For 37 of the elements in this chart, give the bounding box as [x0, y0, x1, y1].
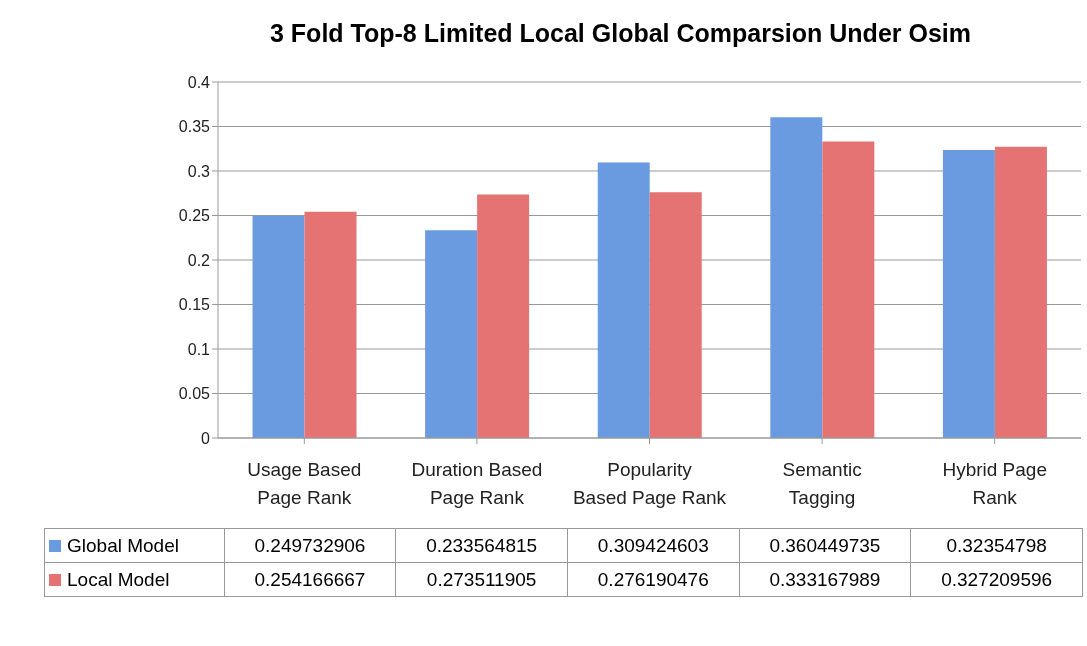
data-label: 0.254166667 [224, 562, 396, 597]
bar [597, 162, 650, 438]
y-tick-label: 0.2 [187, 251, 211, 269]
x-tick-label: Hybrid Page Rank [942, 459, 1047, 508]
y-tick-label: 0.4 [187, 73, 211, 91]
y-tick-label: 0.35 [178, 118, 211, 136]
data-label: 0.249732906 [224, 528, 396, 563]
chart-title: 3 Fold Top-8 Limited Local Global Comparsion Under Osim [269, 18, 972, 49]
legend-label: Global Model [44, 528, 225, 563]
legend-label: Local Model [44, 562, 225, 597]
x-tick-label: Popularity Based Page Rank [572, 459, 727, 508]
bar [942, 150, 995, 438]
bar [425, 230, 478, 438]
y-tick-label: 0.05 [178, 385, 211, 403]
bar [994, 146, 1047, 438]
y-tick-label: 0.15 [178, 296, 211, 314]
data-label: 0.276190476 [567, 562, 740, 597]
bar [770, 117, 823, 438]
y-tick-label: 0.1 [187, 340, 211, 358]
bar [477, 194, 530, 438]
x-tick-label: Duration Based Page Rank [411, 459, 543, 508]
bar [822, 141, 875, 438]
data-label: 0.233564815 [395, 528, 568, 563]
data-label: 0.360449735 [739, 528, 911, 563]
data-label: 0.32354798 [910, 528, 1083, 563]
bar [304, 211, 357, 438]
y-tick-label: 0.3 [187, 162, 211, 180]
y-tick-label: 0.25 [178, 207, 211, 225]
bar [649, 192, 702, 438]
data-label: 0.273511905 [395, 562, 568, 597]
bar [252, 215, 305, 438]
y-tick-label: 0 [201, 429, 211, 447]
x-tick-label: Semantic Tagging [782, 459, 862, 508]
data-label: 0.309424603 [567, 528, 740, 563]
x-tick-label: Usage Based Page Rank [247, 459, 362, 508]
data-label: 0.333167989 [739, 562, 911, 597]
data-label: 0.327209596 [910, 562, 1083, 597]
